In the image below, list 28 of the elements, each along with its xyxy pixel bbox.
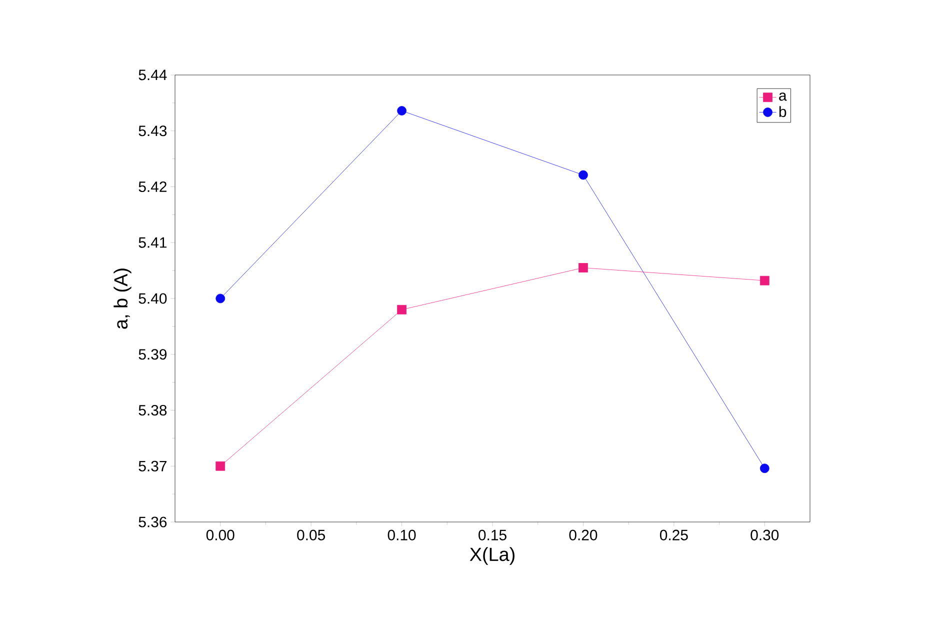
y-tick-label: 5.37: [138, 460, 166, 472]
x-tick-label: 0.00: [206, 530, 234, 540]
x-axis-title: X(La): [470, 547, 514, 565]
point: [397, 304, 406, 314]
x-tick-label: 0.05: [297, 530, 325, 540]
point: [216, 294, 226, 304]
x-tick-label: 0.20: [569, 530, 598, 540]
point: [578, 263, 588, 272]
legend-label: b: [779, 106, 786, 118]
y-tick-label: 5.36: [138, 516, 167, 528]
y-tick-label: 5.38: [138, 404, 167, 416]
x-tick-label: 0.15: [478, 530, 506, 540]
x-tick-label: 0.30: [750, 530, 779, 540]
y-tick-label: 5.43: [138, 126, 167, 136]
legend-label: a: [779, 92, 787, 101]
point: [397, 106, 406, 116]
point: [760, 276, 770, 286]
x-tick-label: 0.10: [388, 530, 416, 540]
y-tick-label: 5.44: [138, 70, 167, 80]
y-tick-label: 5.40: [138, 293, 167, 304]
point: [578, 170, 588, 180]
y-tick-label: 5.42: [138, 181, 166, 192]
y-tick-label: 5.41: [138, 237, 166, 248]
x-tick-label: 0.25: [660, 530, 688, 540]
y-axis-title: a, b (A): [114, 268, 132, 329]
point: [216, 461, 226, 471]
y-tick-label: 5.39: [138, 349, 167, 360]
point: [760, 464, 770, 474]
